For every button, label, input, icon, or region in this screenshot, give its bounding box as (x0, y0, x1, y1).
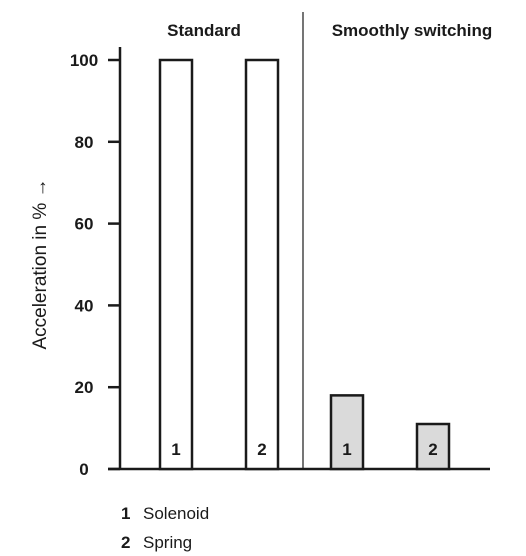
legend-label: Spring (143, 533, 193, 552)
bar-category-label: 1 (342, 440, 351, 459)
legend-label: Solenoid (143, 504, 210, 523)
legend-item-spring: 2 Spring (121, 533, 192, 553)
legend-key: 2 (121, 533, 131, 552)
legend-key: 1 (121, 504, 131, 523)
bar-category-label: 2 (257, 440, 266, 459)
y-tick-label: 60 (75, 215, 94, 234)
bar-category-label: 2 (428, 440, 437, 459)
panel-title: Smoothly switching (332, 21, 493, 40)
bar-category-label: 1 (171, 440, 180, 459)
y-tick-label: 80 (75, 133, 94, 152)
bar (158, 58, 194, 471)
acceleration-chart: Standard Smoothly switching 020406080100 … (30, 12, 493, 479)
y-tick-label: 40 (75, 296, 94, 315)
y-tick-label: 20 (75, 378, 94, 397)
bar (415, 422, 451, 471)
y-axis-label: Acceleration in % → (30, 178, 51, 349)
bar (329, 394, 365, 471)
y-tick-label: 100 (70, 51, 98, 70)
legend-item-solenoid: 1 Solenoid (121, 504, 209, 524)
y-tick-label: 0 (79, 460, 88, 479)
bar (244, 58, 280, 471)
panel-title: Standard (167, 21, 241, 40)
